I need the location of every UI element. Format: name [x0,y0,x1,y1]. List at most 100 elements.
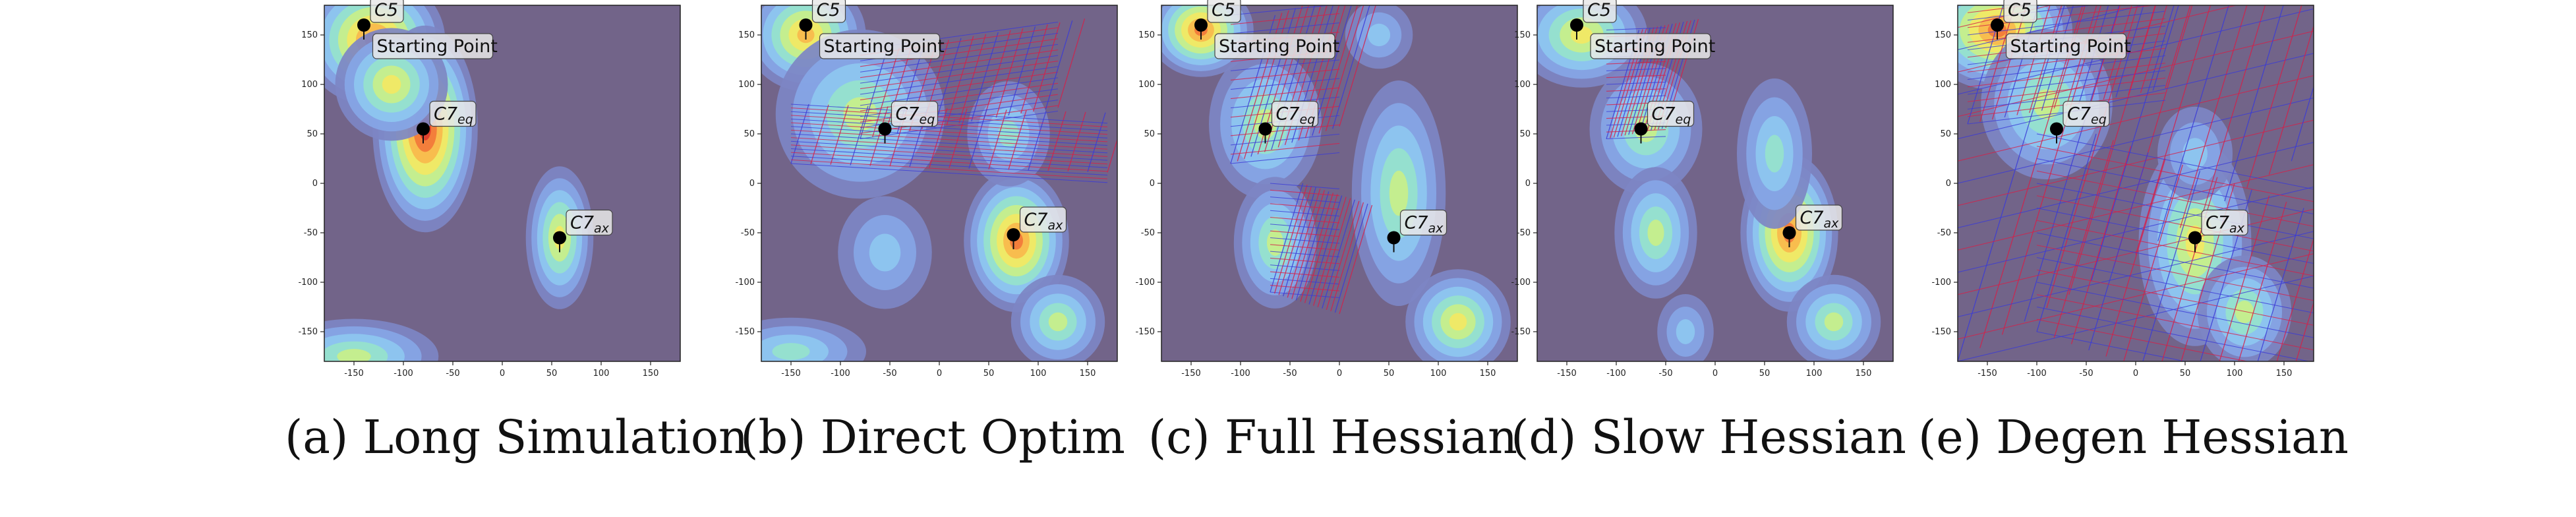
mesh-line [2105,158,2166,357]
y-tick-label: 50 [1144,129,1155,139]
mesh-line [2219,195,2270,361]
mesh-line [1270,251,1340,258]
mesh-line [2036,133,2314,190]
mesh-line [790,122,1108,142]
annotation-point [1570,18,1583,32]
annotation-box [370,0,404,23]
x-tick-label: -150 [1977,369,1997,379]
annotation-box [566,209,613,236]
mesh-line [2123,164,2183,361]
annotation-point [1634,122,1648,136]
annotation-box [1214,33,1335,59]
mesh-line [1230,78,1340,90]
y-tick-label: -100 [735,278,755,288]
mesh-line [1304,194,1338,303]
annotation-point [2188,231,2202,245]
annotation-subscript: ax [1428,222,1444,236]
mesh-line [1270,264,1340,271]
y-tick-label: -100 [1135,278,1155,288]
mesh-line [1028,110,1047,171]
annotation-box [1019,206,1067,233]
mesh-line [1312,5,1352,136]
y-tick-label: 0 [312,179,318,189]
mesh-line [968,109,987,169]
annotation-box [1590,33,1711,59]
y-tick-label: 50 [307,129,318,139]
annotation-box [811,0,846,23]
annotation-box [1647,100,1695,127]
mesh-line [2291,85,2314,162]
mesh-line [2036,220,2314,276]
y-tick-label: 150 [1138,30,1155,40]
mesh-line [1330,202,1364,312]
mesh-line [1958,208,2314,295]
plot-svg: -150 -100 -50 0 50 100 150 -150 -100 -50 0 50 100 150… [1511,0,1894,379]
contour-level [1389,170,1409,216]
annotation-box [429,100,477,127]
y-tick-label: 0 [1946,179,1951,189]
mesh-line [1087,112,1106,172]
annotation-label: C7ax [570,213,610,236]
mesh-line [2313,146,2314,148]
x-tick-label: 0 [500,369,505,379]
annotation-point [417,122,430,136]
mesh-line [2036,331,2187,361]
y-tick-label: -150 [1135,327,1155,337]
mesh-line [2036,319,2249,361]
y-tick-label: -150 [735,327,755,337]
mesh-line [790,111,1108,131]
panel-caption: (e) Degen Hessian [1918,410,2349,464]
annotation-box [1583,0,1617,23]
mesh-line [860,61,1059,90]
y-tick-label: 0 [749,179,755,189]
mesh-line [1270,224,1340,230]
mesh-line [790,159,1108,179]
annotation-point [878,122,892,136]
mesh-line [2202,5,2266,215]
x-tick-label: -100 [1606,369,1626,379]
mesh-line [1020,24,1048,114]
mesh-line [1339,204,1373,315]
annotation-label: Starting Point [824,36,945,57]
panel-caption: (b) Direct Optim [740,410,1125,464]
mesh-line [1322,199,1355,309]
annotation-box [2201,209,2248,236]
mesh-line [2036,207,2314,264]
x-tick-label: -100 [2027,369,2047,379]
x-tick-label: -150 [1557,369,1577,379]
mesh-line [2128,5,2156,96]
mesh-line [988,109,1007,169]
mesh-line [2295,301,2314,361]
y-tick-label: 150 [738,30,755,40]
x-tick-label: 50 [1759,369,1771,379]
figure-panel: -150 -100 -50 0 50 100 150 -150 -100 -50 0 50 100 150… [722,0,1144,517]
annotation-label: C5 [374,0,398,20]
mesh-line [2068,5,2157,295]
mesh-line [2179,5,2248,228]
mesh-line [2036,269,2314,326]
annotation-subscript: eq [457,113,473,127]
mesh-line [1967,5,2033,13]
plot-svg: -150 -100 -50 0 50 100 150 -150 -100 -50 0 50 100 150… [735,0,1118,379]
mesh-line [995,28,1024,118]
annotation-box [1399,209,1448,236]
mesh-line [790,156,1108,176]
annotation-label: Starting Point [1219,36,1339,57]
mesh-line [1270,210,1340,217]
y-tick-label: -50 [1517,228,1531,238]
contour-level [1048,312,1068,332]
mesh-line [1107,138,1117,173]
contour-level [2182,138,2208,169]
mesh-line [1057,18,1086,108]
mesh-line [2157,5,2229,241]
mesh-line [1334,203,1368,313]
mesh-line [1300,193,1334,302]
mesh-line [1270,217,1340,224]
mesh-line [860,44,1059,73]
mesh-line [790,144,1108,165]
x-tick-label: -50 [1658,369,1672,379]
mesh-line [1270,183,1340,189]
annotation-label: C7eq [434,104,473,127]
mesh-line [1270,197,1340,203]
